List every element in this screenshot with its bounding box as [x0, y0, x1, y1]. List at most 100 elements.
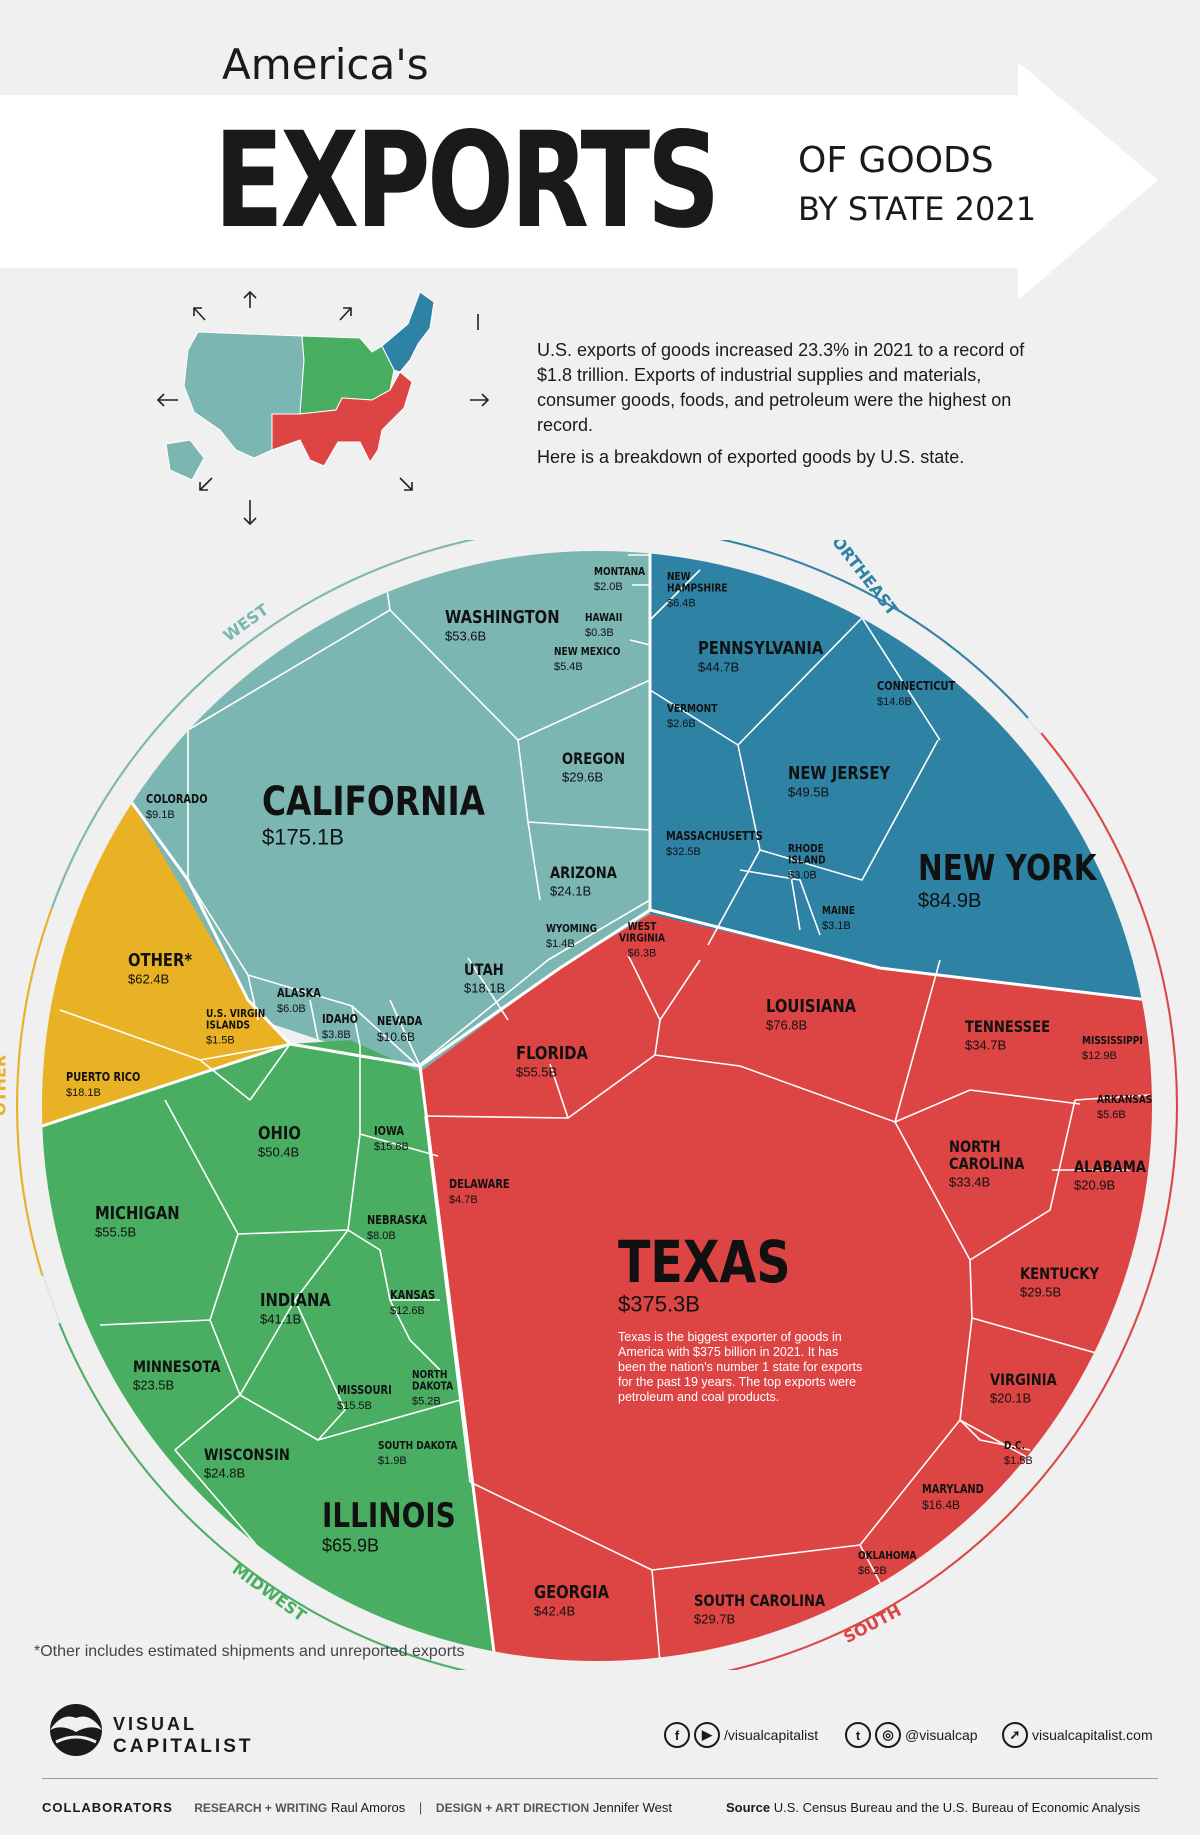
state-name: WASHINGTON — [445, 607, 560, 628]
state-label-wyoming: WYOMING $1.4B — [546, 923, 597, 950]
state-label-maryland: MARYLAND $16.4B — [922, 1482, 984, 1512]
social-group-3[interactable]: ➚ visualcapitalist.com — [1002, 1722, 1153, 1748]
state-name: DELAWARE — [449, 1177, 510, 1191]
design-name: Jennifer West — [592, 1800, 673, 1815]
social-handle-2[interactable]: @visualcap — [905, 1727, 978, 1743]
state-value: $62.4B — [128, 972, 169, 987]
ring-arc-midwest — [58, 1322, 467, 1670]
state-value: $29.7B — [694, 1612, 735, 1627]
state-label-colorado: COLORADO $9.1B — [146, 792, 208, 821]
state-name: D.C. — [1004, 1440, 1025, 1452]
state-value: $0.3B — [585, 627, 614, 639]
youtube-icon[interactable]: ▶ — [694, 1722, 720, 1748]
state-name: MINNESOTA — [133, 1358, 221, 1377]
state-value: $29.6B — [562, 770, 603, 785]
state-name: ILLINOIS — [322, 1496, 456, 1535]
state-value: $18.1B — [464, 981, 505, 996]
source-text: U.S. Census Bureau and the U.S. Bureau o… — [773, 1800, 1141, 1815]
map-region-south — [271, 371, 413, 467]
credits-row: COLLABORATORS RESEARCH + WRITING Raul Am… — [42, 1800, 673, 1815]
state-value: $1.5B — [1004, 1455, 1033, 1467]
state-value: $76.8B — [766, 1018, 807, 1033]
cell-border-other — [59, 1009, 291, 1101]
state-name: ALABAMA — [1074, 1158, 1147, 1177]
state-name: WYOMING — [546, 923, 597, 935]
source-label: Source — [726, 1800, 771, 1815]
state-value: $2.6B — [667, 718, 696, 730]
cell-border-midwest — [99, 1046, 461, 1556]
state-value: $6.2B — [858, 1565, 887, 1577]
state-label-new-hampshire: NEW HAMPSHIRE $6.4B — [667, 571, 728, 609]
state-name: ALASKA — [277, 986, 321, 1000]
website-link[interactable]: visualcapitalist.com — [1032, 1727, 1153, 1743]
social-group-2[interactable]: t ◎ @visualcap — [845, 1722, 978, 1748]
state-value: $32.5B — [666, 846, 701, 858]
state-name: UTAH — [464, 961, 504, 980]
region-label-other: OTHER — [0, 1055, 9, 1116]
state-label-idaho: IDAHO $3.8B — [322, 1012, 358, 1041]
state-value: $18.1B — [66, 1087, 101, 1099]
state-label-new-mexico: NEW MEXICO $5.4B — [554, 646, 621, 673]
state-value: $23.5B — [133, 1378, 174, 1393]
state-value: $20.9B — [1074, 1178, 1115, 1193]
footnote: *Other includes estimated shipments and … — [34, 1643, 465, 1660]
state-label-delaware: DELAWARE $4.7B — [449, 1177, 510, 1206]
state-value: $14.6B — [877, 696, 912, 708]
state-name: PENNSYLVANIA — [698, 638, 823, 659]
brand-line-2: CAPITALIST — [113, 1736, 254, 1757]
state-value: $2.0B — [594, 581, 623, 593]
state-label-mississippi: MISSISSIPPI $12.9B — [1082, 1035, 1143, 1062]
state-value: $33.4B — [949, 1174, 990, 1189]
arrow-icon — [193, 307, 206, 321]
state-value: $20.1B — [990, 1391, 1031, 1406]
ring-arc-other — [16, 907, 53, 1276]
arrow-icon — [243, 500, 257, 526]
state-name: NEW JERSEY — [788, 763, 891, 784]
state-label-virginia: VIRGINIA$20.1B — [990, 1371, 1057, 1406]
state-name: KENTUCKY — [1020, 1265, 1099, 1284]
state-value: $4.7B — [449, 1194, 478, 1206]
state-name: VIRGINIA — [990, 1371, 1057, 1390]
twitter-icon[interactable]: t — [845, 1722, 871, 1748]
state-label-utah: UTAH$18.1B — [464, 961, 505, 996]
texas-annotation: Texas is the biggest exporter of goods i… — [618, 1330, 863, 1404]
state-label-arkansas: ARKANSAS $5.6B — [1097, 1094, 1152, 1121]
source-row: Source U.S. Census Bureau and the U.S. B… — [726, 1800, 1140, 1815]
state-name: SOUTH CAROLINA — [694, 1592, 826, 1611]
instagram-icon[interactable]: ◎ — [875, 1722, 901, 1748]
state-label-hawaii: HAWAII $0.3B — [585, 612, 622, 639]
social-group-1[interactable]: f ▶ /visualcapitalist — [664, 1722, 818, 1748]
state-name: IDAHO — [322, 1012, 358, 1026]
state-name: NEVADA — [377, 1014, 423, 1028]
state-label-indiana: INDIANA$41.1B — [260, 1290, 331, 1327]
title-big: EXPORTS — [214, 104, 720, 258]
state-label-south-carolina: SOUTH CAROLINA$29.7B — [694, 1592, 826, 1627]
state-label-north-dakota: NORTH DAKOTA $5.2B — [412, 1369, 453, 1407]
state-name: OREGON — [562, 750, 625, 769]
state-value: $84.9B — [918, 890, 981, 912]
state-value: $9.1B — [146, 809, 175, 821]
intro-paragraph-1: U.S. exports of goods increased 23.3% in… — [537, 340, 1025, 435]
state-label-puerto-rico: PUERTO RICO $18.1B — [66, 1070, 140, 1099]
state-value: $29.5B — [1020, 1285, 1061, 1300]
state-value: $5.2B — [412, 1395, 441, 1407]
social-handle-1[interactable]: /visualcapitalist — [724, 1727, 819, 1743]
state-name: COLORADO — [146, 792, 208, 806]
state-name: NORTH DAKOTA — [412, 1369, 453, 1393]
cursor-icon[interactable]: ➚ — [1002, 1722, 1028, 1748]
state-label-rhode-island: RHODE ISLAND $3.0B — [788, 843, 826, 881]
state-name: OKLAHOMA — [858, 1550, 917, 1562]
state-name: PUERTO RICO — [66, 1070, 140, 1084]
state-label-illinois: ILLINOIS$65.9B — [322, 1496, 456, 1555]
map-region-northeast — [381, 291, 435, 373]
state-value: $24.8B — [204, 1466, 245, 1481]
state-label-georgia: GEORGIA$42.4B — [534, 1582, 609, 1619]
state-label-missouri: MISSOURI $15.5B — [337, 1383, 392, 1412]
facebook-icon[interactable]: f — [664, 1722, 690, 1748]
state-name: SOUTH DAKOTA — [378, 1440, 458, 1452]
state-name: TENNESSEE — [965, 1018, 1050, 1037]
state-value: $42.4B — [534, 1604, 575, 1619]
texas-annotation-box: Texas is the biggest exporter of goods i… — [618, 1330, 863, 1404]
state-label-maine: MAINE $3.1B — [822, 905, 855, 932]
